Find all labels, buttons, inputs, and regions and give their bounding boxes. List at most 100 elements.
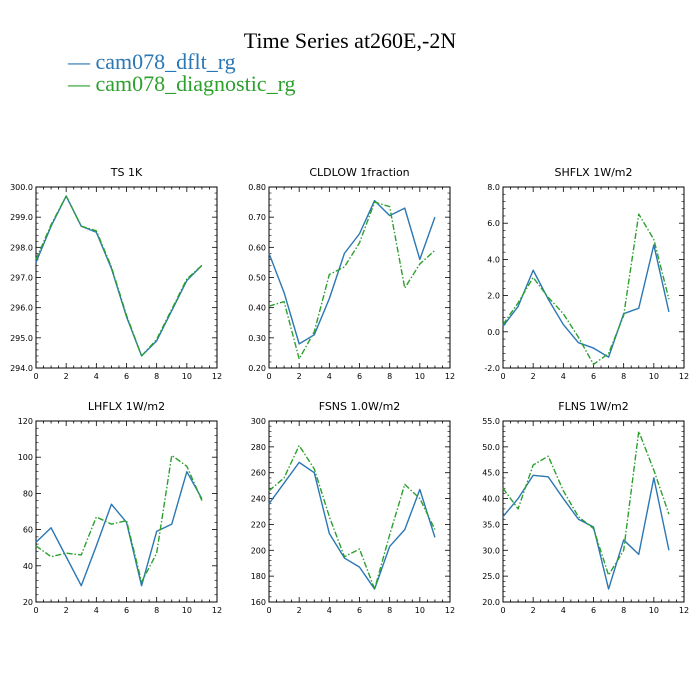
chart-panel-4: FSNS 1.0W/m2 0 2 4 6 8 10 12 160 180 200 220 240 260 2…	[251, 400, 455, 615]
y-tick-label: 0.0	[487, 328, 500, 337]
x-tick-label: 10	[415, 372, 425, 381]
series-line-dflt	[502, 474, 670, 590]
y-tick-label: 4.0	[487, 255, 500, 264]
series-line-dflt	[35, 470, 203, 587]
x-tick-label: 2	[297, 606, 302, 615]
x-tick-label: 0	[266, 372, 271, 381]
x-tick-label: 10	[649, 372, 659, 381]
x-tick-label: 8	[621, 372, 626, 381]
y-tick-label: 160	[251, 598, 266, 607]
y-tick-label: -2.0	[484, 364, 500, 373]
x-tick-label: 0	[33, 372, 38, 381]
x-tick-label: 0	[500, 606, 505, 615]
x-tick-label: 6	[357, 372, 362, 381]
x-tick-label: 8	[621, 606, 626, 615]
y-tick-label: 300.0	[10, 183, 33, 192]
y-tick-label: 2.0	[487, 292, 500, 301]
x-tick-label: 12	[212, 606, 222, 615]
x-tick-label: 10	[415, 606, 425, 615]
x-tick-label: 6	[591, 372, 596, 381]
chart-title: FSNS 1.0W/m2	[319, 400, 401, 413]
y-tick-label: 0.80	[248, 183, 266, 192]
x-tick-label: 12	[679, 372, 689, 381]
series-line-diagnostic	[502, 213, 670, 366]
plot-frame	[268, 420, 451, 603]
y-tick-label: 0.60	[248, 243, 266, 252]
chart-title: LHFLX 1W/m2	[88, 400, 165, 413]
x-tick-label: 2	[531, 606, 536, 615]
x-tick-label: 12	[445, 606, 455, 615]
y-tick-label: 0.20	[248, 364, 266, 373]
y-tick-label: 296.0	[10, 304, 33, 313]
y-tick-label: 295.0	[10, 334, 33, 343]
chart-panel-2: SHFLX 1W/m2 0 2 4 6 8 10 12 -2.0 0.0 2.0 4.0 6.0 8.0	[484, 166, 689, 381]
x-tick-label: 8	[154, 372, 159, 381]
x-tick-label: 10	[182, 372, 192, 381]
x-tick-label: 4	[561, 606, 566, 615]
y-tick-label: 45.0	[482, 469, 500, 478]
series-line-dflt	[35, 195, 203, 357]
y-tick-label: 220	[251, 520, 266, 529]
chart-panel-3: LHFLX 1W/m2 0 2 4 6 8 10 12 20 40 60 80 100 120	[18, 400, 222, 615]
series-line-diagnostic	[35, 454, 203, 583]
chart-title: FLNS 1W/m2	[558, 400, 628, 413]
x-tick-label: 4	[94, 372, 99, 381]
y-tick-label: 299.0	[10, 213, 33, 222]
x-tick-label: 2	[297, 372, 302, 381]
series-line-diagnostic	[268, 201, 436, 360]
x-tick-label: 8	[387, 606, 392, 615]
x-tick-label: 8	[387, 372, 392, 381]
y-tick-label: 20.0	[482, 598, 500, 607]
y-tick-label: 8.0	[487, 183, 500, 192]
y-tick-label: 55.0	[482, 417, 500, 426]
series-line-dflt	[268, 199, 436, 345]
x-tick-label: 10	[649, 606, 659, 615]
x-tick-label: 4	[561, 372, 566, 381]
y-tick-label: 300	[251, 417, 266, 426]
chart-panel-0: TS 1K 0 2 4 6 8 10 12 294.0 295.0 296.0 297.0 298.0 2…	[10, 166, 222, 381]
page-title: Time Series at260E,-2N	[243, 28, 457, 53]
x-tick-label: 4	[327, 372, 332, 381]
chart-title: SHFLX 1W/m2	[554, 166, 632, 179]
y-tick-label: 50.0	[482, 443, 500, 452]
plot-frame	[35, 420, 218, 603]
y-tick-label: 280	[251, 443, 266, 452]
y-tick-label: 35.0	[482, 520, 500, 529]
y-tick-label: 6.0	[487, 219, 500, 228]
plot-frame	[502, 420, 685, 603]
y-tick-label: 260	[251, 469, 266, 478]
plot-frame	[268, 186, 451, 369]
y-tick-label: 240	[251, 495, 266, 504]
x-tick-label: 2	[64, 606, 69, 615]
series-line-diagnostic	[35, 195, 203, 357]
x-tick-label: 6	[357, 606, 362, 615]
series-line-diagnostic	[268, 444, 436, 590]
y-tick-label: 298.0	[10, 243, 33, 252]
y-tick-label: 0.70	[248, 213, 266, 222]
y-tick-label: 0.30	[248, 334, 266, 343]
x-tick-label: 0	[266, 606, 271, 615]
x-tick-label: 8	[154, 606, 159, 615]
x-tick-label: 10	[182, 606, 192, 615]
legend-entry-diagnostic: — cam078_diagnostic_rg	[68, 71, 296, 96]
x-tick-label: 4	[327, 606, 332, 615]
chart-title: CLDLOW 1fraction	[309, 166, 409, 179]
y-tick-label: 40.0	[482, 495, 500, 504]
y-tick-label: 294.0	[10, 364, 33, 373]
x-tick-label: 6	[591, 606, 596, 615]
x-tick-label: 6	[124, 372, 129, 381]
x-tick-label: 12	[445, 372, 455, 381]
y-tick-label: 30.0	[482, 546, 500, 555]
y-tick-label: 0.50	[248, 274, 266, 283]
chart-title: TS 1K	[110, 166, 143, 179]
chart-panel-5: FLNS 1W/m2 0 2 4 6 8 10 12 20.0 25.0 30.0 35.0 40.0 4…	[482, 400, 689, 615]
y-tick-label: 80	[23, 489, 33, 498]
y-tick-label: 180	[251, 572, 266, 581]
legend-entry-dflt: — cam078_dflt_rg	[68, 49, 236, 74]
series-line-dflt	[268, 461, 436, 590]
series-line-dflt	[502, 244, 670, 358]
x-tick-label: 12	[679, 606, 689, 615]
x-tick-label: 0	[33, 606, 38, 615]
x-tick-label: 0	[500, 372, 505, 381]
